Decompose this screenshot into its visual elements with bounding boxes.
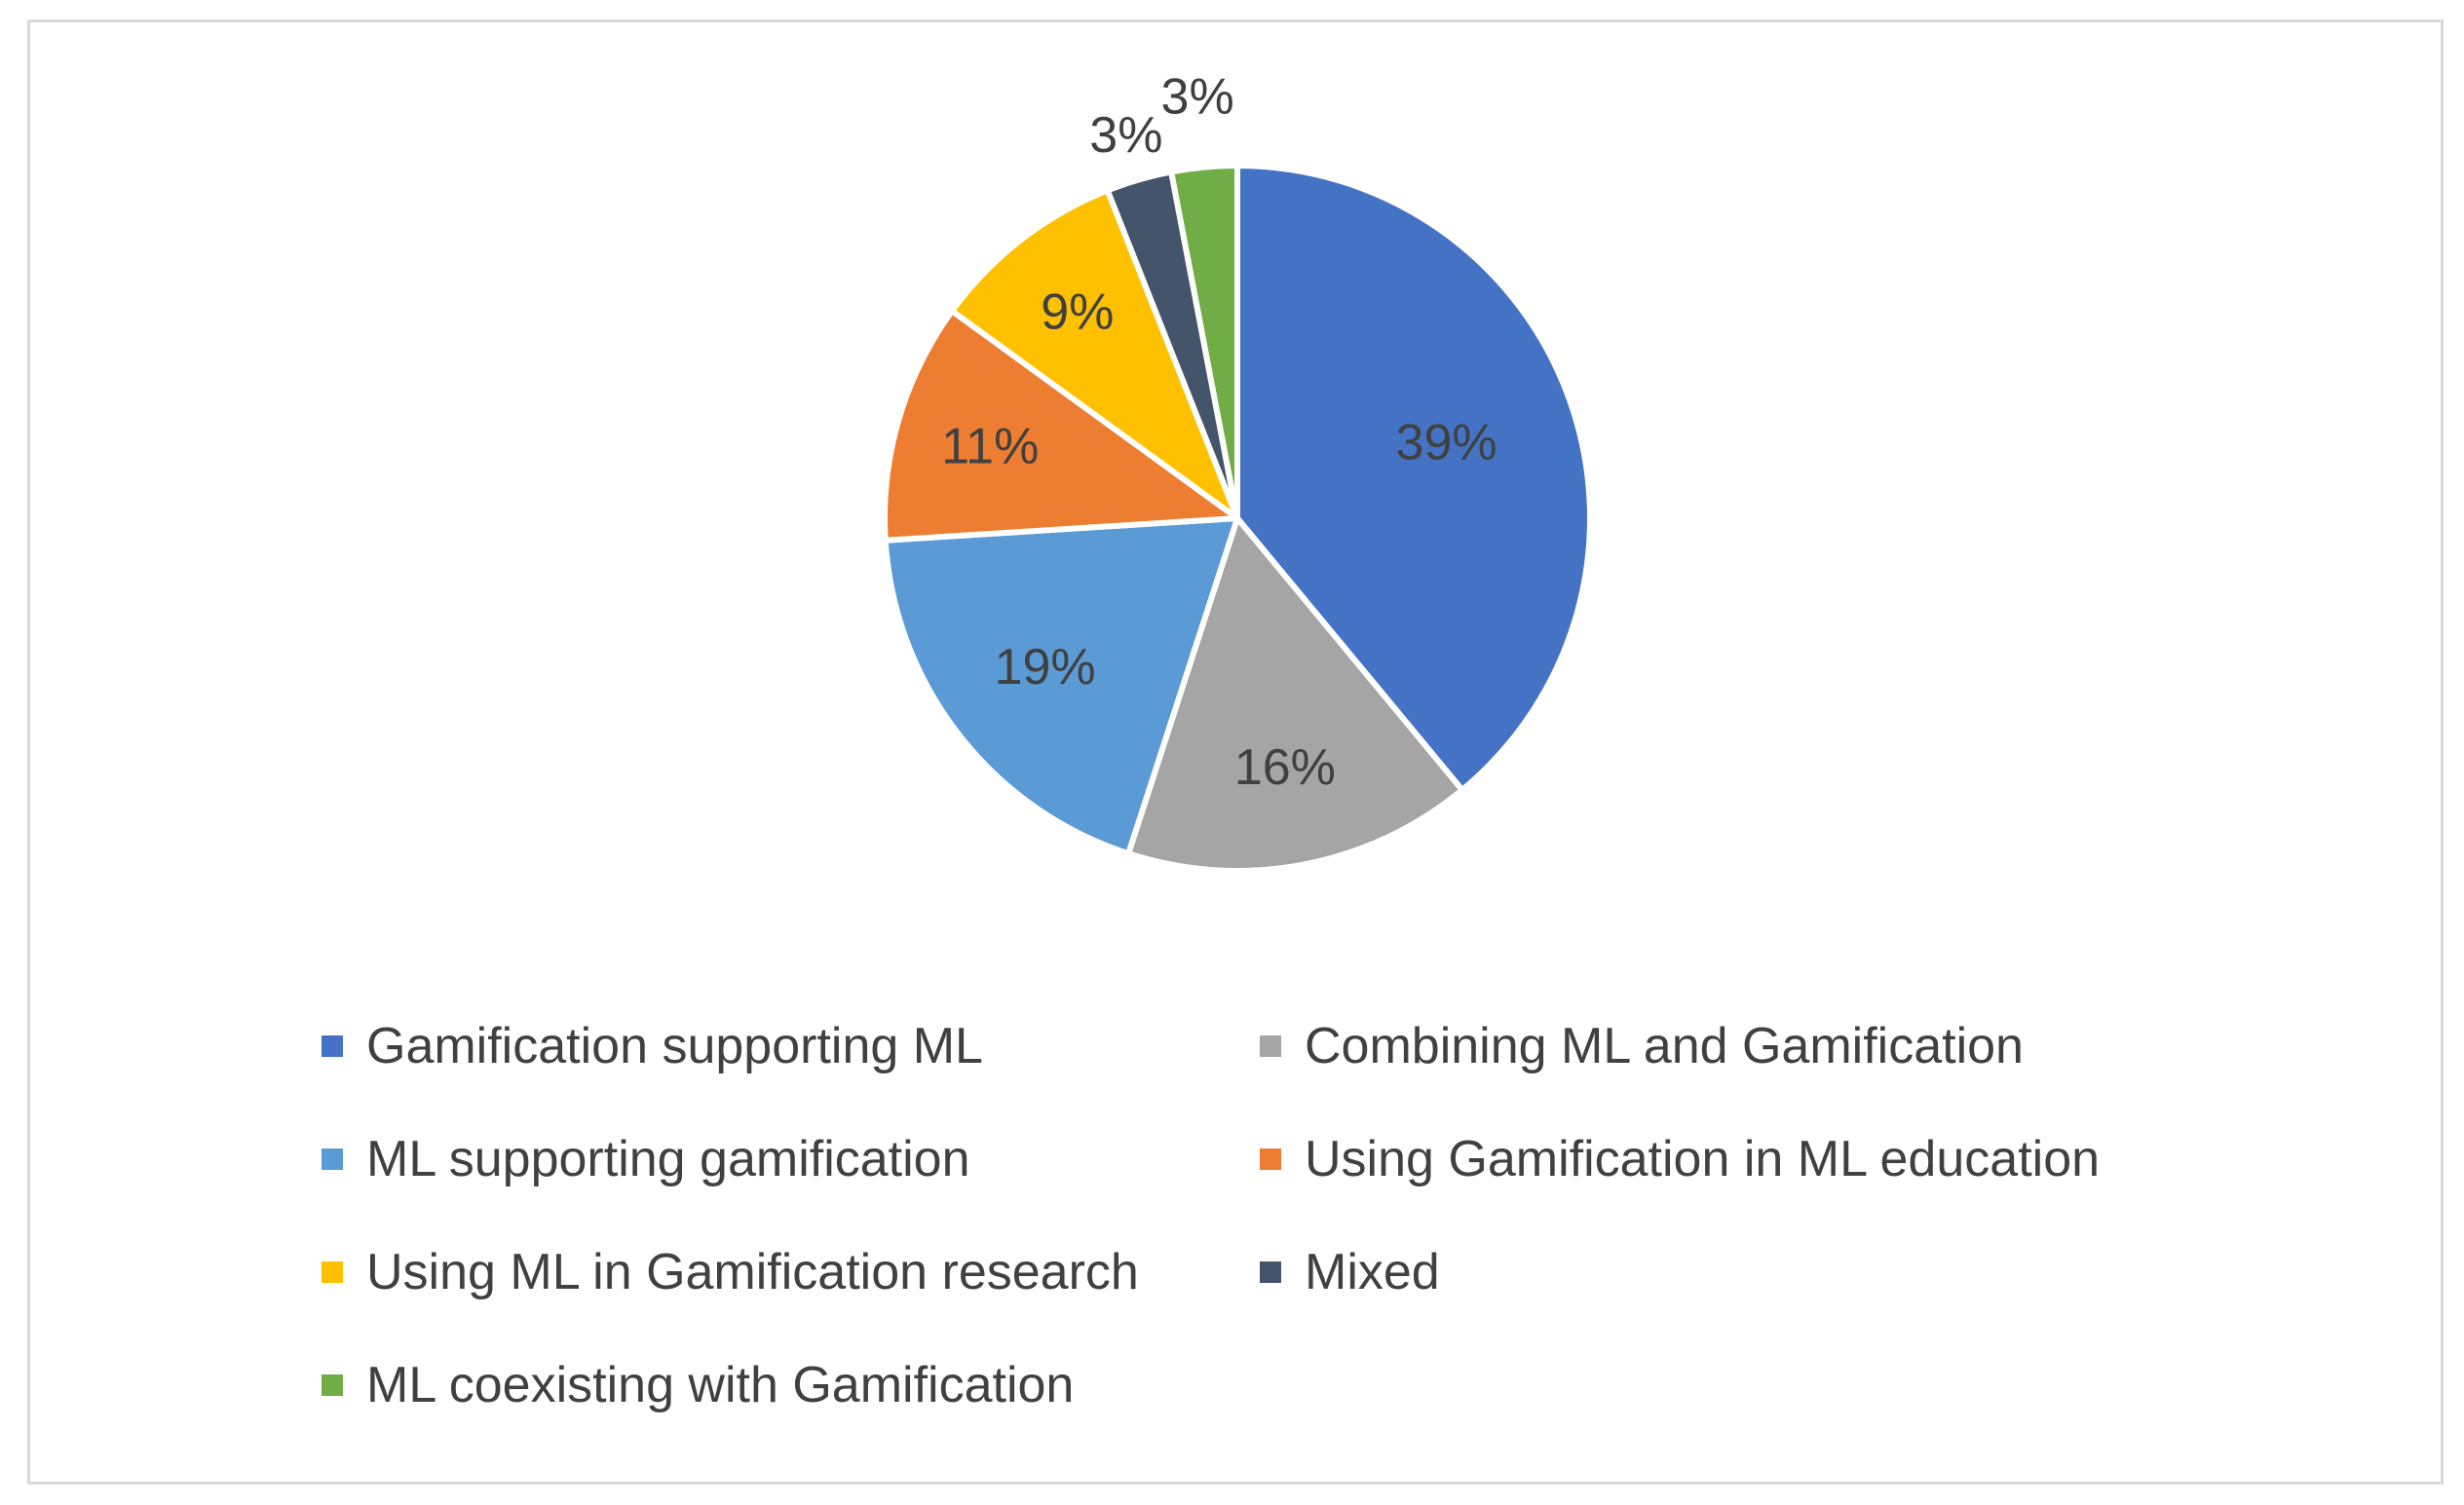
slice-data-label: 19% — [995, 639, 1096, 696]
legend-item-using-ml-in-gamification-research: Using ML in Gamification research — [322, 1244, 1260, 1300]
legend: Gamification supporting ML Combining ML … — [322, 1018, 2270, 1413]
pie-slice — [882, 515, 1240, 857]
legend-label: Using Gamification in ML education — [1305, 1131, 2101, 1187]
legend-item-ml-coexisting-with-gamification: ML coexisting with Gamification — [322, 1357, 1260, 1413]
slice-data-label: 3% — [1161, 69, 1234, 126]
legend-label: Combining ML and Gamification — [1305, 1018, 2024, 1074]
legend-swatch — [1260, 1035, 1281, 1057]
legend-label: ML coexisting with Gamification — [366, 1357, 1075, 1413]
slice-data-label: 11% — [941, 418, 1039, 474]
legend-item-ml-supporting-gamification: ML supporting gamification — [322, 1131, 1260, 1187]
pie-slice — [949, 187, 1240, 521]
legend-label: ML supporting gamification — [366, 1131, 970, 1187]
pie-data-labels: 39% 16% 19% 11% 9% 3%3% — [941, 69, 1497, 796]
pie-slices — [882, 163, 1593, 874]
pie-slice — [1234, 163, 1593, 793]
pie-slice — [1168, 163, 1240, 521]
legend-item-combining-ml-and-gamification: Combining ML and Gamification — [1260, 1018, 2270, 1074]
slice-data-label: 3% — [1089, 107, 1162, 164]
legend-label: Using ML in Gamification research — [366, 1244, 1139, 1300]
legend-swatch — [322, 1261, 343, 1283]
pie-slice — [882, 308, 1240, 544]
legend-item-mixed: Mixed — [1260, 1244, 2270, 1300]
slice-data-label: 9% — [1041, 283, 1114, 340]
legend-label: Gamification supporting ML — [366, 1018, 983, 1074]
legend-label: Mixed — [1305, 1244, 1440, 1300]
slice-data-label: 39% — [1396, 415, 1497, 471]
legend-swatch — [322, 1148, 343, 1170]
legend-swatch — [1260, 1148, 1281, 1170]
legend-swatch — [322, 1374, 343, 1396]
legend-item-using-gamification-in-ml-education: Using Gamification in ML education — [1260, 1131, 2270, 1187]
legend-swatch — [322, 1035, 343, 1057]
slice-data-label: 16% — [1234, 739, 1336, 796]
legend-item-gamification-supporting-ml: Gamification supporting ML — [322, 1018, 1260, 1074]
legend-swatch — [1260, 1261, 1281, 1283]
pie-slice — [1125, 515, 1465, 874]
